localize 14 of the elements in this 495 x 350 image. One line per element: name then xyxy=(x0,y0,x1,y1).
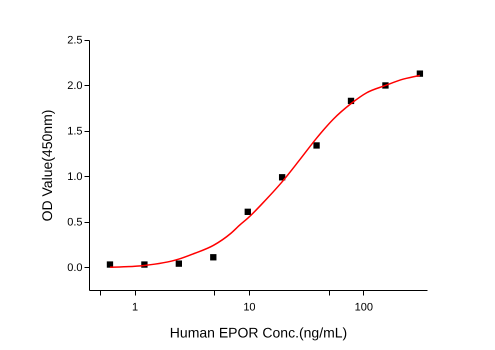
y-tick-label: 0.5 xyxy=(67,216,82,228)
point xyxy=(176,260,182,267)
y-tick-label: 2.5 xyxy=(67,34,82,46)
x-tick-label: 100 xyxy=(354,302,374,314)
x-axis-title: Human EPOR Conc.(ng/mL) xyxy=(170,324,348,340)
x-tick-label: 1 xyxy=(132,302,138,314)
y-tick-label: 1.5 xyxy=(67,125,82,138)
y-tick-label: 0.0 xyxy=(67,262,82,274)
y-tick-label: 1.0 xyxy=(67,170,82,183)
x-tick-label: 10 xyxy=(243,302,256,314)
point xyxy=(210,254,216,260)
y-axis-title: OD Value(450nm) xyxy=(39,110,56,222)
point xyxy=(244,208,251,215)
y-tick-label: 2.0 xyxy=(67,80,82,92)
